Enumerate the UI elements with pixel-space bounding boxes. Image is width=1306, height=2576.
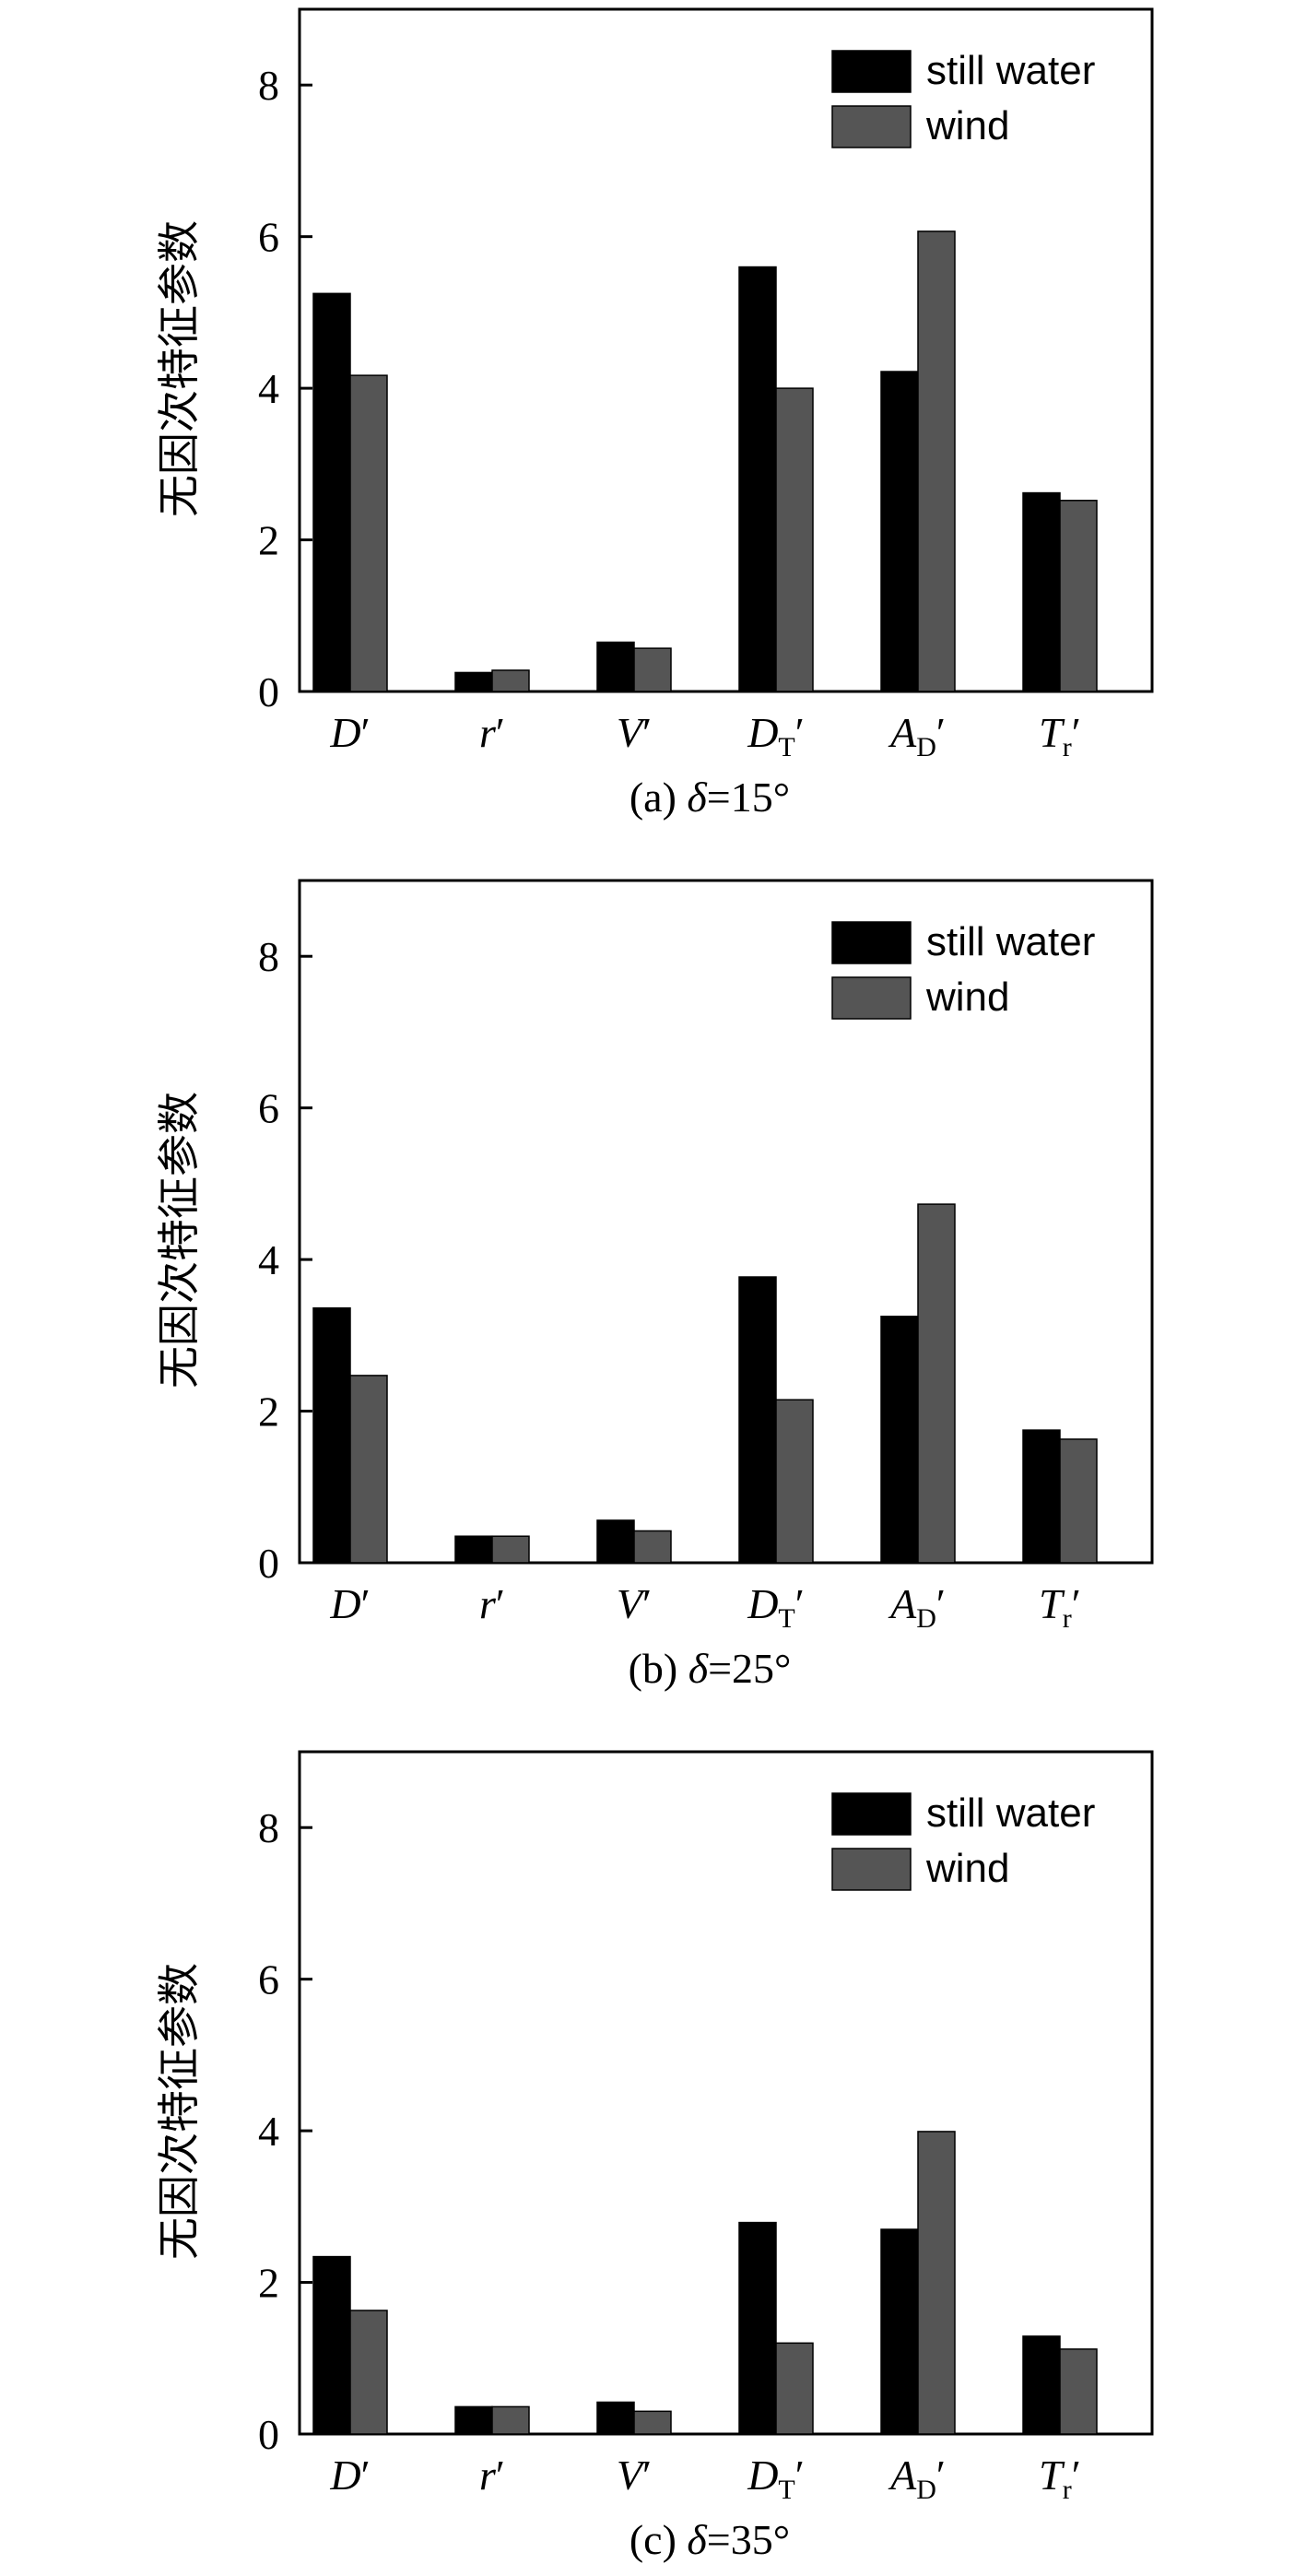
- bar-still-water: [596, 1519, 635, 1564]
- x-category-label: r′: [479, 1580, 505, 1627]
- bar-still-water: [880, 371, 919, 692]
- legend-swatch-wind: [831, 976, 912, 1020]
- bar-wind: [491, 1535, 530, 1564]
- panel-caption: (b) δ=25°: [629, 1645, 792, 1692]
- bar-wind: [349, 1375, 388, 1564]
- bar-wind: [775, 2342, 814, 2435]
- legend-label-wind: wind: [925, 1846, 1010, 1891]
- bar-still-water: [596, 641, 635, 692]
- y-tick-label: 0: [258, 2411, 279, 2458]
- x-category-label: DT′: [747, 709, 805, 762]
- bar-still-water: [312, 2255, 351, 2435]
- x-category-label: D′: [329, 2452, 370, 2499]
- bar-still-water: [1022, 2335, 1061, 2435]
- bar-still-water: [880, 2228, 919, 2435]
- x-category-label: V′: [617, 2452, 652, 2499]
- chart-panel-1: 0 2 4 6 8 无因次特征参数 D′ r′ V′ DT′ AD′ Tr′ (a) δ=15° stil…: [156, 7, 1154, 821]
- x-category-label: r′: [479, 709, 505, 756]
- bar-wind: [1059, 1438, 1098, 1564]
- bar-still-water: [1022, 1429, 1061, 1564]
- plot-frame: [298, 7, 1154, 693]
- bar-still-water: [454, 671, 493, 692]
- y-tick-label: 8: [258, 62, 279, 109]
- panel-caption: (a) δ=15°: [629, 774, 790, 821]
- bar-wind: [491, 2405, 530, 2435]
- bar-still-water: [312, 292, 351, 692]
- y-tick-label: 6: [258, 1085, 279, 1132]
- bar-wind: [633, 647, 672, 692]
- bar-still-water: [1022, 491, 1061, 692]
- bar-still-water: [454, 2405, 493, 2435]
- x-category-label: Tr′: [1039, 2452, 1081, 2505]
- bar-still-water: [596, 2401, 635, 2435]
- x-category-label: Tr′: [1039, 709, 1081, 762]
- bar-wind: [917, 2131, 956, 2435]
- bar-still-water: [880, 1316, 919, 1564]
- bar-wind: [1059, 500, 1098, 692]
- legend-label-wind: wind: [925, 103, 1010, 148]
- y-tick-label: 2: [258, 517, 279, 564]
- legend-swatch-still-water: [831, 50, 912, 93]
- y-tick-label: 0: [258, 1540, 279, 1587]
- bar-wind: [633, 2410, 672, 2435]
- bar-wind: [775, 387, 814, 692]
- x-category-label: D′: [329, 709, 370, 756]
- bar-still-water: [738, 2221, 777, 2435]
- y-tick-label: 8: [258, 1804, 279, 1851]
- legend-label-still-water: still water: [926, 1790, 1095, 1836]
- bar-wind: [491, 669, 530, 692]
- x-category-label: Tr′: [1039, 1580, 1081, 1634]
- bar-wind: [1059, 2348, 1098, 2435]
- x-category-label: AD′: [888, 1580, 946, 1634]
- plot-frame: [298, 879, 1154, 1565]
- legend-swatch-still-water: [831, 1792, 912, 1836]
- bar-still-water: [454, 1535, 493, 1564]
- legend-swatch-still-water: [831, 921, 912, 964]
- x-category-label: r′: [479, 2452, 505, 2499]
- chart-panel-3: 0 2 4 6 8 无因次特征参数 D′ r′ V′ DT′ AD′ Tr′ (c) δ=35° stil…: [156, 1750, 1154, 2563]
- x-category-label: V′: [617, 1580, 652, 1627]
- bar-wind: [775, 1399, 814, 1564]
- plot-frame: [298, 1750, 1154, 2436]
- y-tick-label: 4: [258, 2108, 279, 2155]
- y-tick-label: 6: [258, 1956, 279, 2003]
- y-tick-label: 2: [258, 2260, 279, 2307]
- bar-wind: [349, 374, 388, 692]
- bar-wind: [917, 230, 956, 692]
- legend-label-wind: wind: [925, 975, 1010, 1020]
- x-category-label: AD′: [888, 2452, 946, 2505]
- panel-caption: (c) δ=35°: [629, 2516, 790, 2563]
- y-tick-label: 8: [258, 933, 279, 980]
- y-tick-label: 4: [258, 365, 279, 412]
- y-tick-label: 4: [258, 1236, 279, 1283]
- legend-swatch-wind: [831, 105, 912, 148]
- y-tick-label: 2: [258, 1388, 279, 1436]
- bar-wind: [917, 1203, 956, 1564]
- x-category-label: AD′: [888, 709, 946, 762]
- y-axis-label: 无因次特征参数: [156, 220, 203, 517]
- y-axis-label: 无因次特征参数: [156, 1963, 203, 2260]
- x-category-label: D′: [329, 1580, 370, 1627]
- bar-wind: [349, 2310, 388, 2435]
- legend-label-still-water: still water: [926, 48, 1095, 93]
- bar-still-water: [312, 1306, 351, 1564]
- x-category-label: DT′: [747, 2452, 805, 2505]
- legend-swatch-wind: [831, 1848, 912, 1891]
- bar-still-water: [738, 266, 777, 692]
- x-category-label: V′: [617, 709, 652, 756]
- bar-still-water: [738, 1276, 777, 1564]
- y-tick-label: 0: [258, 668, 279, 715]
- legend-label-still-water: still water: [926, 919, 1095, 964]
- y-tick-label: 6: [258, 214, 279, 261]
- chart-panel-2: 0 2 4 6 8 无因次特征参数 D′ r′ V′ DT′ AD′ Tr′ (b) δ=25° stil…: [156, 879, 1154, 1692]
- x-category-label: DT′: [747, 1580, 805, 1634]
- bar-wind: [633, 1530, 672, 1564]
- y-axis-label: 无因次特征参数: [156, 1092, 203, 1388]
